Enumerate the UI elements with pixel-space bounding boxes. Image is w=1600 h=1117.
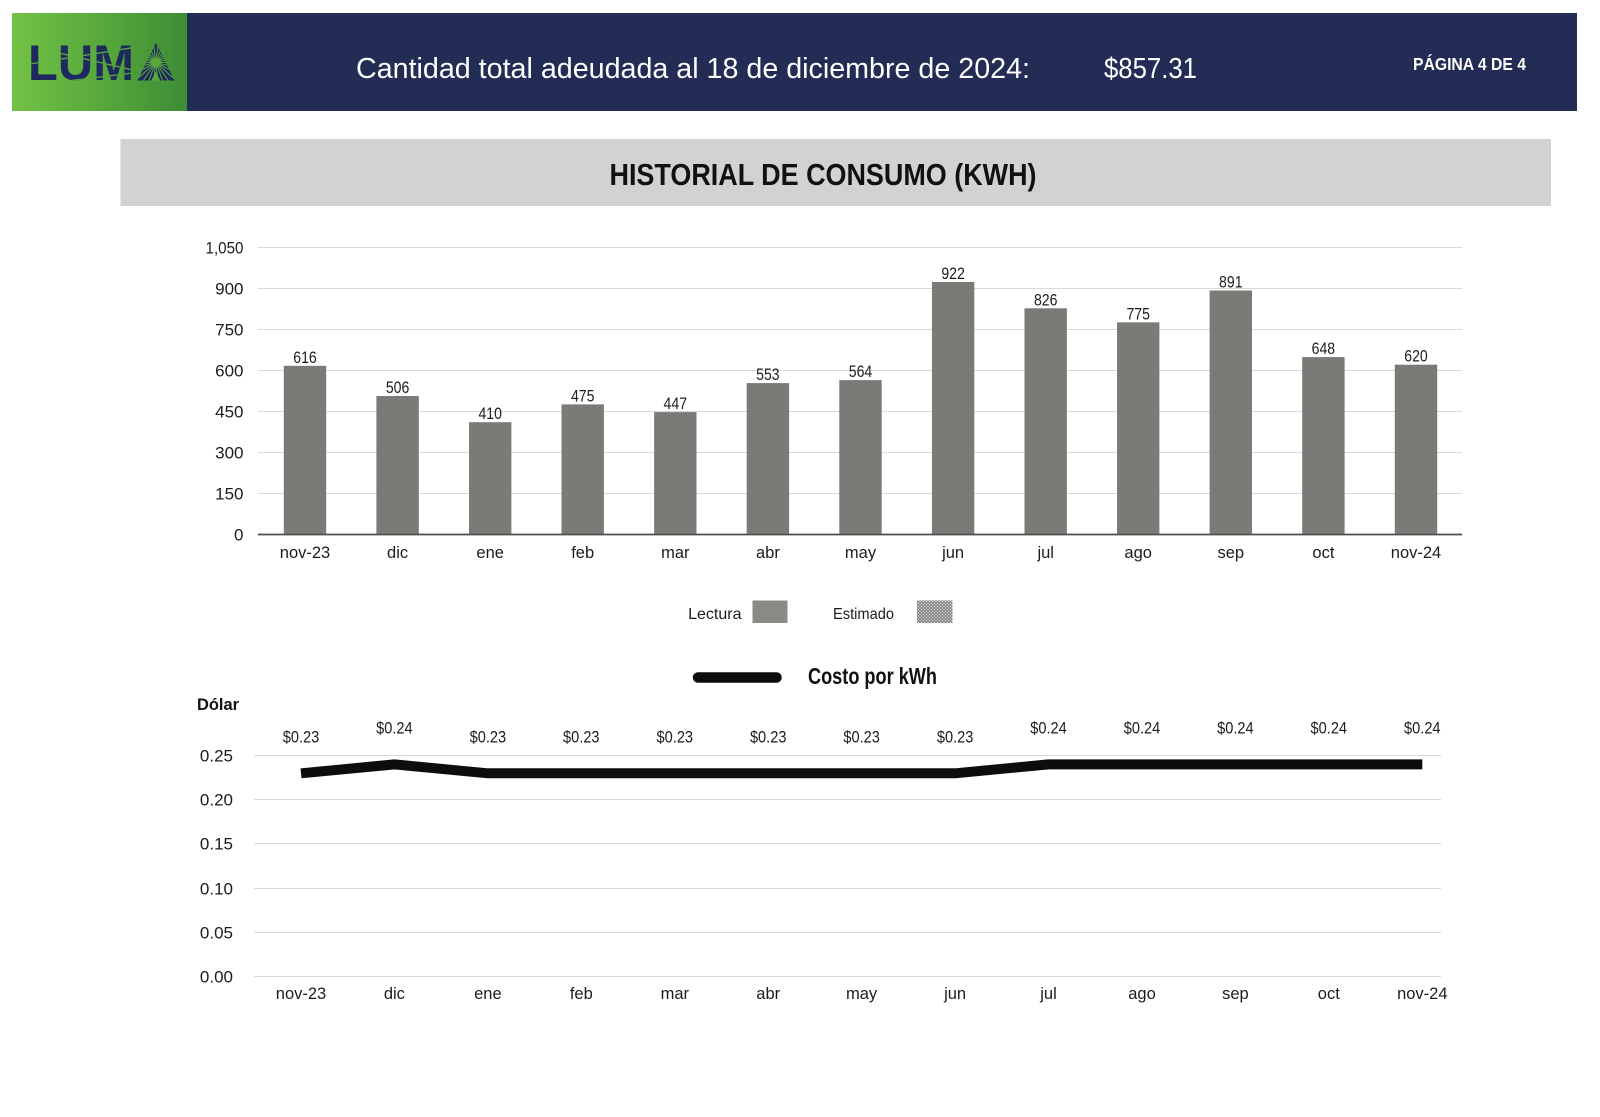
svg-text:1,050: 1,050: [206, 239, 244, 258]
svg-text:$0.24: $0.24: [376, 718, 413, 737]
svg-text:826: 826: [1034, 291, 1058, 309]
svg-text:HISTORIAL DE CONSUMO (KWH): HISTORIAL DE CONSUMO (KWH): [610, 157, 1037, 192]
svg-text:506: 506: [386, 379, 410, 397]
svg-text:616: 616: [293, 349, 317, 367]
svg-text:$0.23: $0.23: [843, 727, 880, 746]
svg-text:620: 620: [1404, 348, 1428, 366]
svg-text:$857.31: $857.31: [1104, 53, 1197, 85]
svg-text:jun: jun: [941, 544, 964, 562]
svg-text:may: may: [846, 985, 878, 1003]
svg-text:abr: abr: [756, 544, 780, 562]
svg-text:PÁGINA 4 DE 4: PÁGINA 4 DE 4: [1413, 53, 1526, 74]
svg-text:$0.23: $0.23: [470, 727, 507, 746]
svg-text:0.10: 0.10: [200, 880, 233, 899]
svg-text:Dólar: Dólar: [197, 695, 239, 714]
svg-text:nov-24: nov-24: [1397, 985, 1447, 1003]
svg-text:abr: abr: [756, 985, 780, 1003]
svg-text:mar: mar: [661, 544, 690, 562]
svg-text:$0.24: $0.24: [1311, 718, 1348, 737]
svg-text:410: 410: [478, 405, 502, 423]
svg-text:775: 775: [1126, 305, 1150, 323]
svg-text:Cantidad total adeudada al 18: Cantidad total adeudada al 18 de diciemb…: [356, 53, 1030, 85]
svg-text:450: 450: [215, 403, 243, 422]
svg-text:nov-24: nov-24: [1391, 544, 1441, 562]
svg-text:ene: ene: [474, 985, 502, 1003]
svg-text:$0.23: $0.23: [657, 727, 694, 746]
svg-text:900: 900: [215, 280, 243, 299]
svg-text:447: 447: [664, 395, 688, 413]
svg-text:nov-23: nov-23: [276, 985, 326, 1003]
svg-text:564: 564: [849, 363, 873, 381]
svg-text:750: 750: [215, 321, 243, 340]
svg-text:$0.24: $0.24: [1404, 718, 1441, 737]
svg-text:dic: dic: [387, 544, 408, 562]
svg-text:mar: mar: [661, 985, 690, 1003]
svg-text:jul: jul: [1039, 985, 1057, 1003]
svg-text:Costo por kWh: Costo por kWh: [808, 663, 937, 689]
svg-text:ago: ago: [1128, 985, 1156, 1003]
svg-text:$0.23: $0.23: [937, 727, 974, 746]
svg-text:$0.24: $0.24: [1124, 718, 1161, 737]
svg-text:0.05: 0.05: [200, 924, 233, 943]
svg-text:553: 553: [756, 366, 780, 384]
svg-text:891: 891: [1219, 274, 1243, 292]
svg-text:sep: sep: [1217, 544, 1244, 562]
svg-text:0.20: 0.20: [200, 791, 233, 810]
svg-text:LUM: LUM: [28, 35, 134, 91]
svg-text:600: 600: [215, 362, 243, 381]
svg-text:0.15: 0.15: [200, 835, 233, 854]
svg-text:feb: feb: [570, 985, 593, 1003]
svg-text:Estimado: Estimado: [833, 606, 894, 623]
svg-text:Lectura: Lectura: [688, 606, 741, 623]
svg-text:nov-23: nov-23: [280, 544, 330, 562]
svg-text:475: 475: [571, 387, 595, 405]
svg-text:922: 922: [941, 265, 965, 283]
svg-text:0.00: 0.00: [200, 968, 233, 987]
svg-text:150: 150: [215, 485, 243, 504]
svg-text:ene: ene: [476, 544, 504, 562]
svg-text:jun: jun: [943, 985, 966, 1003]
svg-text:648: 648: [1312, 340, 1336, 358]
svg-text:may: may: [845, 544, 877, 562]
svg-text:$0.23: $0.23: [283, 727, 320, 746]
svg-text:$0.23: $0.23: [563, 727, 600, 746]
svg-text:$0.24: $0.24: [1217, 718, 1254, 737]
svg-text:dic: dic: [384, 985, 405, 1003]
svg-text:ago: ago: [1124, 544, 1152, 562]
svg-text:oct: oct: [1318, 985, 1340, 1003]
svg-text:sep: sep: [1222, 985, 1249, 1003]
svg-text:jul: jul: [1036, 544, 1054, 562]
svg-text:0: 0: [234, 526, 243, 545]
svg-text:300: 300: [215, 444, 243, 463]
svg-text:oct: oct: [1312, 544, 1334, 562]
svg-text:$0.23: $0.23: [750, 727, 787, 746]
svg-text:$0.24: $0.24: [1030, 718, 1067, 737]
svg-text:0.25: 0.25: [200, 747, 233, 766]
svg-text:feb: feb: [571, 544, 594, 562]
